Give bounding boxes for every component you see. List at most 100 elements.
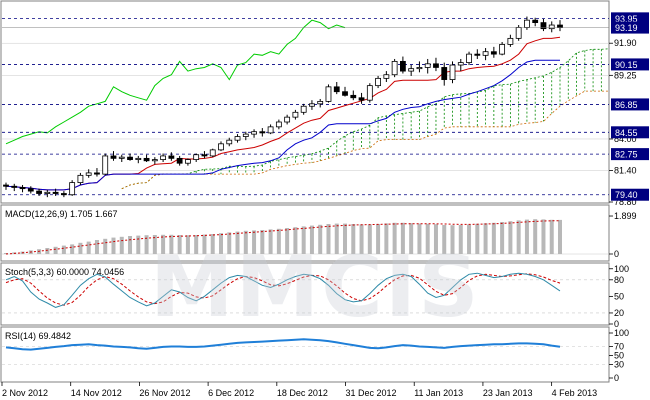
- stoch-panel-frame: [0, 262, 610, 326]
- price-panel: 91.90 89.25 84.00 81.40 78.80 93.95 90.15 86.85…: [2, 12, 649, 207]
- candle-body: [267, 126, 274, 134]
- candle-body: [424, 63, 431, 68]
- stoch-axis-label: 80: [614, 275, 624, 285]
- stoch-signal-line: [5, 273, 561, 306]
- level-label-box: [611, 98, 649, 111]
- candle-body: [259, 131, 266, 134]
- macd-histogram-bar: [161, 234, 166, 254]
- price-axis-label: 84.00: [614, 134, 637, 144]
- candle-body: [110, 155, 117, 159]
- time-axis-label: 14 Nov 2012: [71, 388, 122, 398]
- candle-body: [77, 174, 84, 184]
- time-axis-label: 4 Feb 2013: [552, 388, 598, 398]
- candle-body: [251, 131, 257, 135]
- rsi-axis-label: 0: [614, 373, 619, 383]
- candle-body: [185, 159, 191, 164]
- candle-body: [524, 19, 530, 28]
- macd-histogram-bar: [351, 224, 356, 254]
- macd-histogram-bar: [384, 223, 389, 254]
- candle-body: [342, 91, 348, 96]
- candle-body: [309, 103, 315, 107]
- candle-body: [201, 154, 208, 157]
- candle-body: [218, 143, 224, 151]
- rsi-axis-label: 70: [614, 342, 624, 352]
- current-price-box: [611, 21, 649, 34]
- candle-body: [399, 60, 406, 72]
- macd-histogram-bar: [111, 237, 116, 254]
- candle-body: [408, 68, 415, 72]
- macd-histogram-bar: [260, 230, 265, 254]
- macd-histogram-bar: [500, 222, 505, 254]
- candle-body: [449, 64, 456, 80]
- time-axis-label: 2 Nov 2012: [2, 388, 48, 398]
- macd-signal-line: [5, 220, 561, 255]
- macd-histogram-bar: [61, 245, 66, 254]
- candle-body: [168, 155, 175, 159]
- candle-body: [226, 139, 233, 145]
- candle-body: [11, 185, 18, 188]
- macd-histogram-bar: [367, 224, 372, 254]
- macd-histogram-bar: [483, 223, 488, 254]
- candle-body: [85, 172, 92, 176]
- macd-histogram-bar: [152, 235, 157, 254]
- macd-histogram-bar: [103, 238, 108, 254]
- candle-body: [151, 159, 158, 162]
- time-axis-label: 11 Jan 2013: [414, 388, 463, 398]
- candle-body: [557, 24, 563, 28]
- candle-body: [19, 187, 26, 190]
- macd-histogram-bar: [285, 228, 290, 254]
- rsi-title: RSI(14) 69.4842: [5, 331, 72, 341]
- main-panel-frame: [0, 0, 610, 204]
- level-label: 82.75: [615, 150, 638, 160]
- macd-histogram-bar: [425, 223, 430, 254]
- macd-histogram-bar: [417, 223, 422, 254]
- candle-body: [242, 133, 249, 137]
- level-label-box: [611, 126, 649, 139]
- macd-histogram-bar: [318, 224, 323, 254]
- candle-body: [176, 157, 183, 164]
- candle-body: [118, 156, 125, 159]
- candle-body: [160, 155, 167, 160]
- macd-histogram-bar: [491, 222, 496, 254]
- stoch-axis-label: 50: [614, 291, 624, 301]
- stoch-axis-label: 0: [614, 319, 619, 329]
- macd-histogram-bar: [194, 235, 199, 254]
- macd-histogram-bar: [70, 244, 75, 254]
- candle-body: [548, 24, 555, 30]
- macd-histogram-bar: [202, 234, 207, 254]
- macd-histogram-bar: [210, 234, 215, 254]
- candle-body: [36, 190, 42, 194]
- candle-body: [441, 67, 448, 80]
- stoch-title: Stoch(5,3,3) 60.0000 74.0456: [5, 267, 125, 277]
- rsi-line: [5, 338, 561, 351]
- candle-body: [433, 63, 439, 68]
- candle-body: [127, 156, 133, 160]
- level-label-box: [611, 188, 649, 201]
- rsi-axis-label: 30: [614, 360, 624, 370]
- rsi-axis-label: 100: [614, 328, 629, 338]
- macd-histogram-bar: [45, 248, 50, 254]
- candle-body: [474, 53, 481, 56]
- candle-body: [284, 116, 291, 123]
- macd-histogram-bar: [144, 235, 149, 254]
- candle-body: [143, 157, 150, 162]
- candle-body: [317, 100, 324, 105]
- macd-histogram-bar: [326, 224, 331, 254]
- macd-histogram-bar: [433, 224, 438, 254]
- macd-histogram-bar: [524, 219, 529, 254]
- senkou-span-a-line: [121, 48, 610, 190]
- level-label-box: [611, 148, 649, 161]
- candle-body: [275, 121, 282, 128]
- macd-histogram-bar: [475, 223, 480, 254]
- rsi-panel-frame: [0, 326, 610, 383]
- macd-histogram-bar: [533, 219, 538, 254]
- macd-histogram-bar: [218, 233, 223, 254]
- candle-body: [350, 94, 357, 99]
- candle-body: [532, 19, 539, 24]
- level-label-box: [611, 58, 649, 71]
- macd-histogram-bar: [508, 221, 513, 254]
- macd-panel-frame: [0, 204, 610, 262]
- level-label: 84.55: [615, 128, 638, 138]
- macd-histogram-bar: [268, 229, 273, 254]
